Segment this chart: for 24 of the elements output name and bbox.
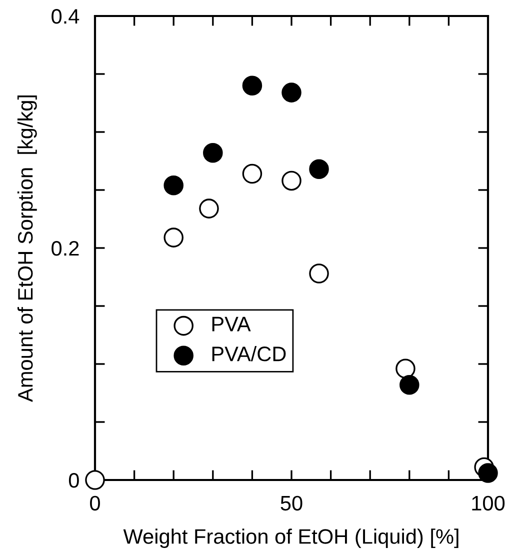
y-tick-label: 0.2 (52, 241, 79, 256)
point (478, 463, 498, 483)
point (309, 264, 329, 284)
legend-label: PVA (212, 316, 251, 332)
x-axis-title: Weight Fraction of EtOH (Liquid) [%] (123, 528, 458, 548)
point (199, 198, 219, 218)
point (396, 358, 416, 379)
y-axis-title: Amount of EtOH Sorption [kg/kg] (17, 95, 37, 402)
point (242, 76, 262, 96)
x-tick-label: 0 (90, 496, 100, 511)
point (400, 374, 420, 395)
y-tick-label: 0.4 (52, 9, 80, 24)
point (203, 142, 223, 163)
point (164, 175, 184, 196)
legend-label: PVA/CD (212, 346, 286, 362)
point (242, 164, 262, 184)
point (282, 82, 302, 102)
point (85, 470, 105, 490)
x-tick-label: 100 (472, 496, 505, 511)
x-tick-label: 50 (280, 496, 302, 511)
point (164, 228, 184, 248)
point (309, 159, 329, 180)
point (282, 170, 302, 191)
y-tick-label: 0 (68, 473, 79, 488)
